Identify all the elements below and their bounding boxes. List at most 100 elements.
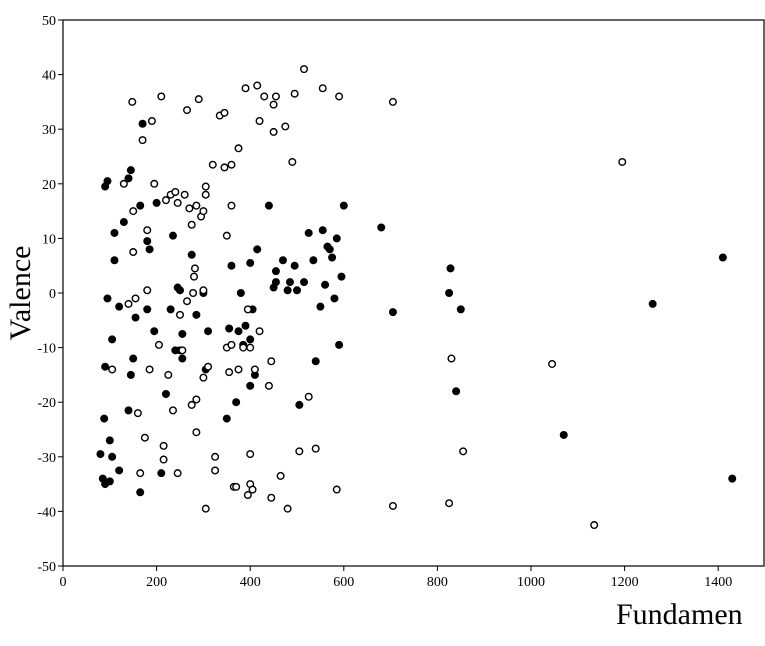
point bbox=[124, 406, 133, 415]
y-tick-label: 50 bbox=[42, 14, 56, 29]
point bbox=[311, 357, 320, 366]
point bbox=[211, 452, 220, 461]
point bbox=[227, 201, 236, 210]
point bbox=[339, 201, 348, 210]
point bbox=[227, 160, 236, 169]
point bbox=[255, 117, 264, 126]
point bbox=[236, 289, 245, 298]
point bbox=[241, 84, 250, 93]
point bbox=[278, 256, 287, 265]
x-tick-label: 400 bbox=[240, 575, 261, 590]
x-tick-label: 200 bbox=[146, 575, 167, 590]
point bbox=[108, 452, 117, 461]
point bbox=[115, 302, 124, 311]
point bbox=[318, 226, 327, 235]
point bbox=[159, 441, 168, 450]
point bbox=[225, 324, 234, 333]
point bbox=[110, 228, 119, 237]
point bbox=[180, 190, 189, 199]
point bbox=[143, 286, 152, 295]
point bbox=[283, 504, 292, 513]
point bbox=[316, 302, 325, 311]
point bbox=[187, 400, 196, 409]
point bbox=[321, 280, 330, 289]
point bbox=[208, 160, 217, 169]
point bbox=[648, 299, 657, 308]
point bbox=[187, 250, 196, 259]
point bbox=[201, 182, 210, 191]
point bbox=[175, 286, 184, 295]
point bbox=[192, 310, 201, 319]
point bbox=[190, 272, 199, 281]
point bbox=[281, 122, 290, 131]
point bbox=[250, 365, 259, 374]
point bbox=[136, 488, 145, 497]
y-tick-label: -10 bbox=[37, 342, 56, 357]
point bbox=[183, 297, 192, 306]
point bbox=[267, 357, 276, 366]
point bbox=[164, 370, 173, 379]
point bbox=[728, 474, 737, 483]
point bbox=[105, 436, 114, 445]
point bbox=[264, 381, 273, 390]
point bbox=[211, 466, 220, 475]
x-tick-label: 600 bbox=[333, 575, 354, 590]
point bbox=[108, 335, 117, 344]
point bbox=[246, 381, 255, 390]
point bbox=[173, 198, 182, 207]
point bbox=[152, 198, 161, 207]
point bbox=[178, 329, 187, 338]
y-tick-label: 30 bbox=[42, 123, 56, 138]
point bbox=[269, 127, 278, 136]
point bbox=[199, 207, 208, 216]
point bbox=[335, 92, 344, 101]
point bbox=[147, 117, 156, 126]
point bbox=[136, 469, 145, 478]
point bbox=[548, 359, 557, 368]
point bbox=[271, 267, 280, 276]
point bbox=[304, 392, 313, 401]
point bbox=[199, 286, 208, 295]
point bbox=[143, 226, 152, 235]
point bbox=[100, 414, 109, 423]
point bbox=[189, 289, 198, 298]
point bbox=[101, 362, 110, 371]
point bbox=[199, 373, 208, 382]
point bbox=[246, 343, 255, 352]
y-tick-label: 10 bbox=[42, 232, 56, 247]
point bbox=[300, 65, 309, 74]
point bbox=[253, 81, 262, 90]
point bbox=[150, 327, 159, 336]
point bbox=[445, 499, 454, 508]
point bbox=[157, 469, 166, 478]
point bbox=[309, 256, 318, 265]
point bbox=[128, 97, 137, 106]
point bbox=[227, 340, 236, 349]
point bbox=[115, 466, 124, 475]
x-tick-label: 1200 bbox=[611, 575, 639, 590]
point bbox=[110, 256, 119, 265]
point bbox=[105, 477, 114, 486]
point bbox=[143, 237, 152, 246]
point bbox=[559, 430, 568, 439]
x-axis-title: Fundamen bbox=[616, 598, 743, 631]
point bbox=[388, 97, 397, 106]
plot-frame bbox=[62, 19, 765, 567]
point bbox=[150, 179, 159, 188]
point bbox=[201, 504, 210, 513]
point bbox=[119, 179, 128, 188]
y-tick-label: -40 bbox=[37, 505, 56, 520]
point bbox=[445, 289, 454, 298]
point bbox=[337, 272, 346, 281]
point bbox=[234, 327, 243, 336]
point bbox=[267, 493, 276, 502]
point bbox=[332, 485, 341, 494]
point bbox=[269, 100, 278, 109]
point bbox=[246, 335, 255, 344]
point bbox=[232, 482, 241, 491]
point bbox=[133, 409, 142, 418]
point bbox=[131, 313, 140, 322]
point bbox=[452, 387, 461, 396]
point bbox=[161, 196, 170, 205]
point bbox=[335, 340, 344, 349]
